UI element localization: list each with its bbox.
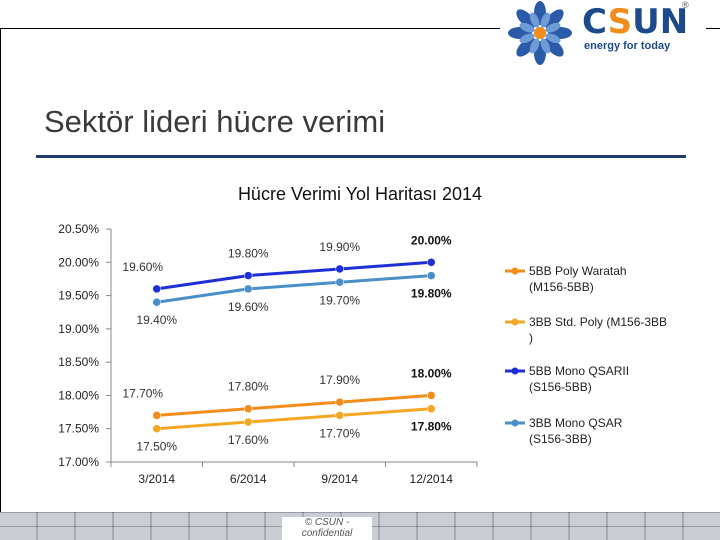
registered-mark: ® [682,0,689,10]
data-label: 19.80% [411,287,452,301]
data-label: 19.90% [319,240,360,254]
x-tick-label: 12/2014 [410,472,454,486]
y-tick-label: 19.00% [58,322,99,336]
y-tick-label: 17.50% [58,422,99,436]
footer-confidential-note: © CSUN - confidential [282,517,372,540]
legend-label: 3BB Mono QSAR (S156-3BB) [529,416,623,446]
data-point [427,258,436,267]
y-tick-label: 17.00% [58,455,99,469]
x-tick-label: 6/2014 [230,472,267,486]
legend-swatch-marker [511,419,519,427]
data-point [152,297,161,307]
chart-title: Hücre Verimi Yol Haritası 2014 [237,184,483,204]
data-point [335,278,344,287]
data-label: 17.80% [411,420,452,434]
data-point [427,271,436,280]
sunflower-logo-icon [508,1,572,65]
data-point [427,391,436,400]
data-point [244,417,253,427]
data-point [335,411,344,420]
logo-tagline: energy for today [584,40,671,52]
y-tick-label: 18.00% [58,388,99,402]
chart-legend: 5BB Poly Waratah (M156-5BB) 3BB Std. Poly … [505,264,667,446]
data-label: 19.80% [228,247,269,261]
legend-label: 5BB Mono QSARII (S156-5BB) [529,364,629,394]
data-label: 17.70% [319,426,360,440]
data-point [244,404,253,413]
slide-left-border [0,28,1,512]
data-point [152,424,161,433]
legend-swatch-marker [511,267,519,275]
data-point [427,404,436,413]
data-point [244,284,253,294]
data-label: 19.60% [122,260,163,274]
y-tick-label: 19.50% [58,289,99,303]
data-point [335,264,344,274]
chart-axes: 20.50% 20.00% 19.50% 19.00% 18.50% 18.00% 17.5… [58,222,478,486]
chart-series-layer: 17.70% 17.80% 17.90% 18.00% 17.50% 17.60% 17.7… [122,233,452,453]
data-label: 20.00% [411,233,452,247]
data-label: 19.70% [319,293,360,307]
data-label: 17.70% [122,386,163,400]
y-tick-label: 18.50% [58,355,99,369]
series-line [156,274,432,304]
data-label: 18.00% [411,366,452,380]
data-point [152,284,161,294]
legend-label: 3BB Std. Poly (M156-3BB) [529,315,667,345]
legend-swatch-marker [511,367,519,375]
series-line [156,260,432,291]
series-line [156,407,432,431]
data-point [335,397,344,407]
data-point [244,271,253,280]
efficiency-line-chart: 20.50% 20.00% 19.50% 19.00% 18.50% 18.00% 17.5… [58,222,667,486]
logo-wordmark: CSUN [582,2,689,42]
x-tick-label: 9/2014 [321,472,358,486]
page-title: Sektör lideri hücre verimi [44,104,386,139]
data-label: 19.40% [136,313,177,327]
legend-label: 5BB Poly Waratah (M156-5BB) [529,264,627,294]
data-label: 19.60% [228,300,269,314]
y-tick-label: 20.00% [58,255,99,269]
data-label: 17.90% [319,373,360,387]
csun-logo: CSUN energy for today ® [500,0,706,70]
title-underline [36,155,686,158]
legend-swatch-marker [511,318,519,326]
data-label: 17.80% [228,380,269,394]
data-point [152,411,161,420]
series-line [156,393,432,417]
y-tick-label: 20.50% [58,222,99,236]
data-label: 17.60% [228,433,269,447]
x-tick-label: 3/2014 [138,472,175,486]
data-label: 17.50% [136,440,177,454]
